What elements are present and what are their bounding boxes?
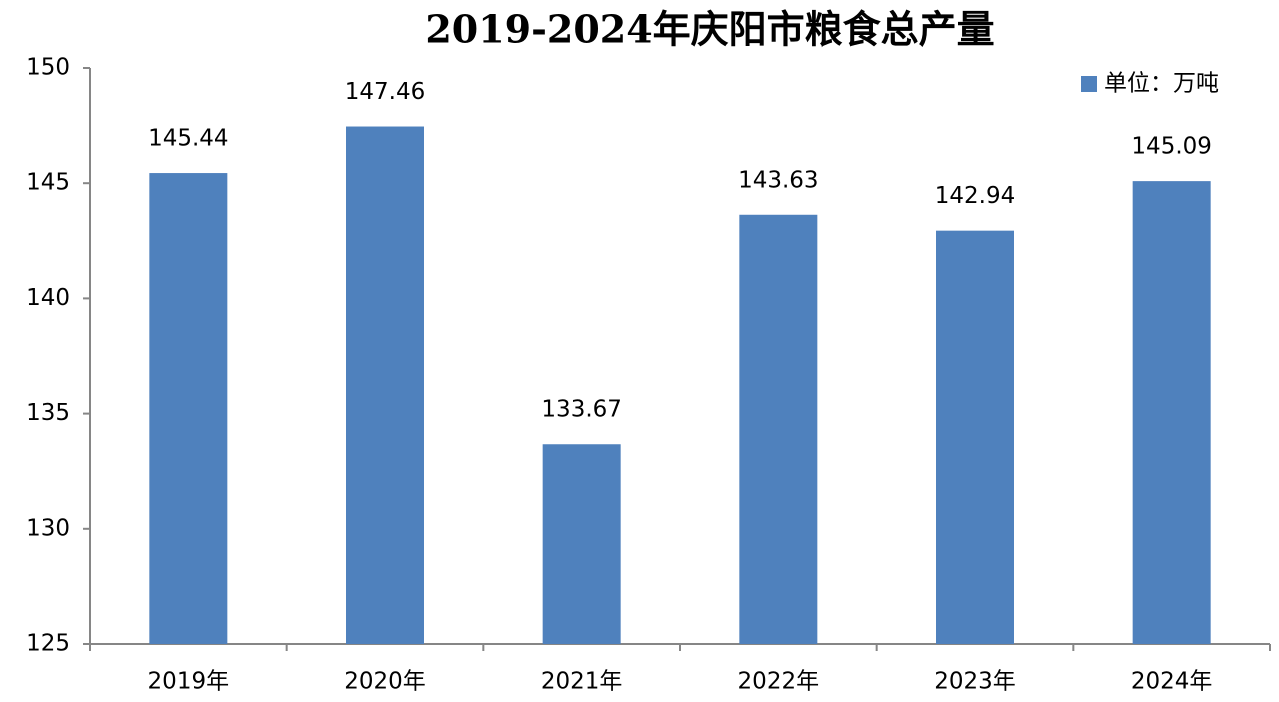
- bar: [346, 126, 424, 644]
- x-tick-label: 2023年: [934, 669, 1016, 695]
- y-tick-label: 125: [26, 631, 70, 657]
- bar: [542, 444, 621, 644]
- y-tick-label: 135: [26, 400, 70, 426]
- x-tick-label: 2022年: [738, 669, 820, 695]
- legend-swatch: [1081, 76, 1097, 92]
- bar: [739, 214, 818, 644]
- y-tick-label: 130: [26, 515, 70, 541]
- x-tick-label: 2024年: [1131, 669, 1213, 695]
- data-label: 145.44: [148, 126, 228, 152]
- data-label: 143.63: [738, 167, 818, 193]
- y-tick-label: 140: [26, 285, 70, 311]
- x-tick-label: 2019年: [148, 669, 230, 695]
- bar: [1132, 181, 1211, 644]
- x-tick-label: 2020年: [344, 669, 426, 695]
- legend-label: 单位：万吨: [1104, 71, 1219, 97]
- chart-title: 2019-2024年庆阳市粮食总产量: [425, 7, 994, 52]
- bar: [936, 230, 1014, 644]
- y-tick-label: 150: [26, 55, 70, 81]
- x-tick-label: 2021年: [541, 669, 623, 695]
- bar: [149, 173, 228, 645]
- data-label: 133.67: [541, 397, 621, 423]
- data-label: 147.46: [345, 79, 425, 105]
- data-label: 142.94: [935, 183, 1015, 209]
- y-tick-label: 145: [26, 170, 70, 196]
- data-label: 145.09: [1131, 134, 1211, 160]
